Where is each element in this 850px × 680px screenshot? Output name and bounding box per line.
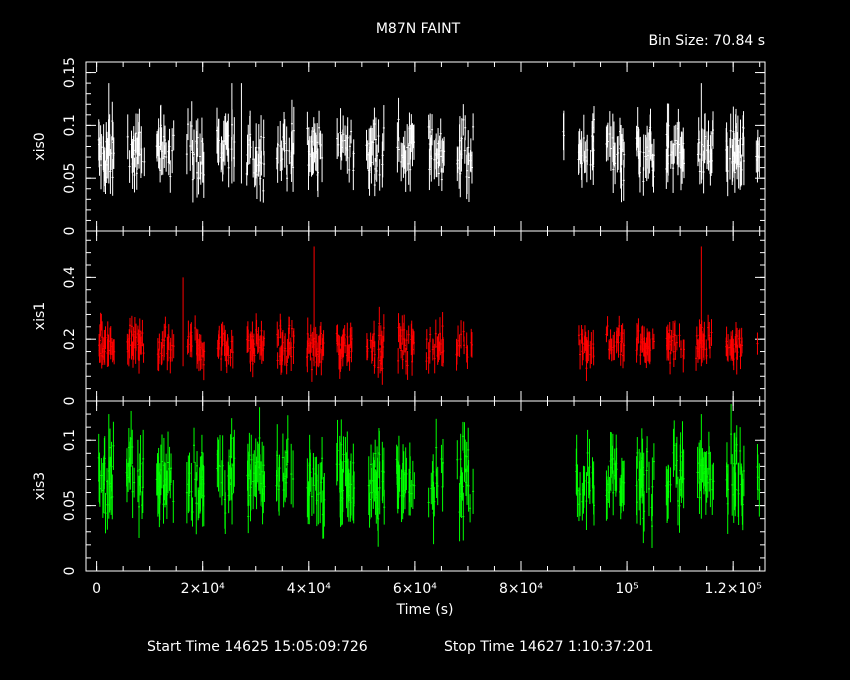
series-xis1 (98, 246, 759, 385)
bin-size-label: Bin Size: 70.84 s (648, 33, 765, 49)
y-tick-label: 0.4 (62, 266, 78, 288)
y-tick-label: 0 (62, 397, 78, 406)
series-xis3 (97, 403, 761, 548)
x-tick-label: 2×10⁴ (181, 581, 225, 597)
y-axis-label: xis0 (32, 132, 48, 160)
x-tick-label: 8×10⁴ (499, 581, 543, 597)
series-xis0 (97, 83, 761, 203)
panel-frame (85, 61, 766, 232)
y-tick-label: 0.05 (62, 490, 78, 521)
start-time-label: Start Time 14625 15:05:09:726 (147, 639, 368, 655)
x-tick-label: 1.2×10⁵ (704, 581, 761, 597)
y-tick-label: 0.1 (62, 429, 78, 451)
x-tick-label: 0 (92, 581, 101, 597)
stop-time-label: Stop Time 14627 1:10:37:201 (444, 639, 653, 655)
panel-frame (85, 400, 766, 572)
x-tick-label: 10⁵ (615, 581, 638, 597)
panel-xis1: 0 0.2 0.4 xis1 (32, 230, 766, 406)
panels-group: 00.050.10.15xis000.20.4xis100.050.1xis30… (32, 57, 766, 597)
y-tick-label: 0 (62, 567, 78, 576)
y-axis-label: xis3 (32, 472, 48, 500)
panel-frame (85, 230, 766, 402)
chart-title: M87N FAINT (376, 21, 461, 37)
x-axis-label: Time (s) (396, 602, 454, 618)
x-tick-label: 6×10⁴ (393, 581, 437, 597)
y-tick-label: 0.1 (62, 114, 78, 136)
y-tick-label: 0.05 (62, 163, 78, 194)
x-tick-label: 4×10⁴ (287, 581, 331, 597)
y-tick-label: 0.15 (62, 57, 78, 88)
y-tick-label: 0 (62, 227, 78, 236)
panel-xis3: 0 0.05 0.1 xis3 (32, 400, 766, 576)
y-axis-label: xis1 (32, 302, 48, 330)
panel-xis0: 0 0.05 0.1 0.15 xis0 (32, 57, 766, 236)
y-tick-label: 0.2 (62, 328, 78, 350)
